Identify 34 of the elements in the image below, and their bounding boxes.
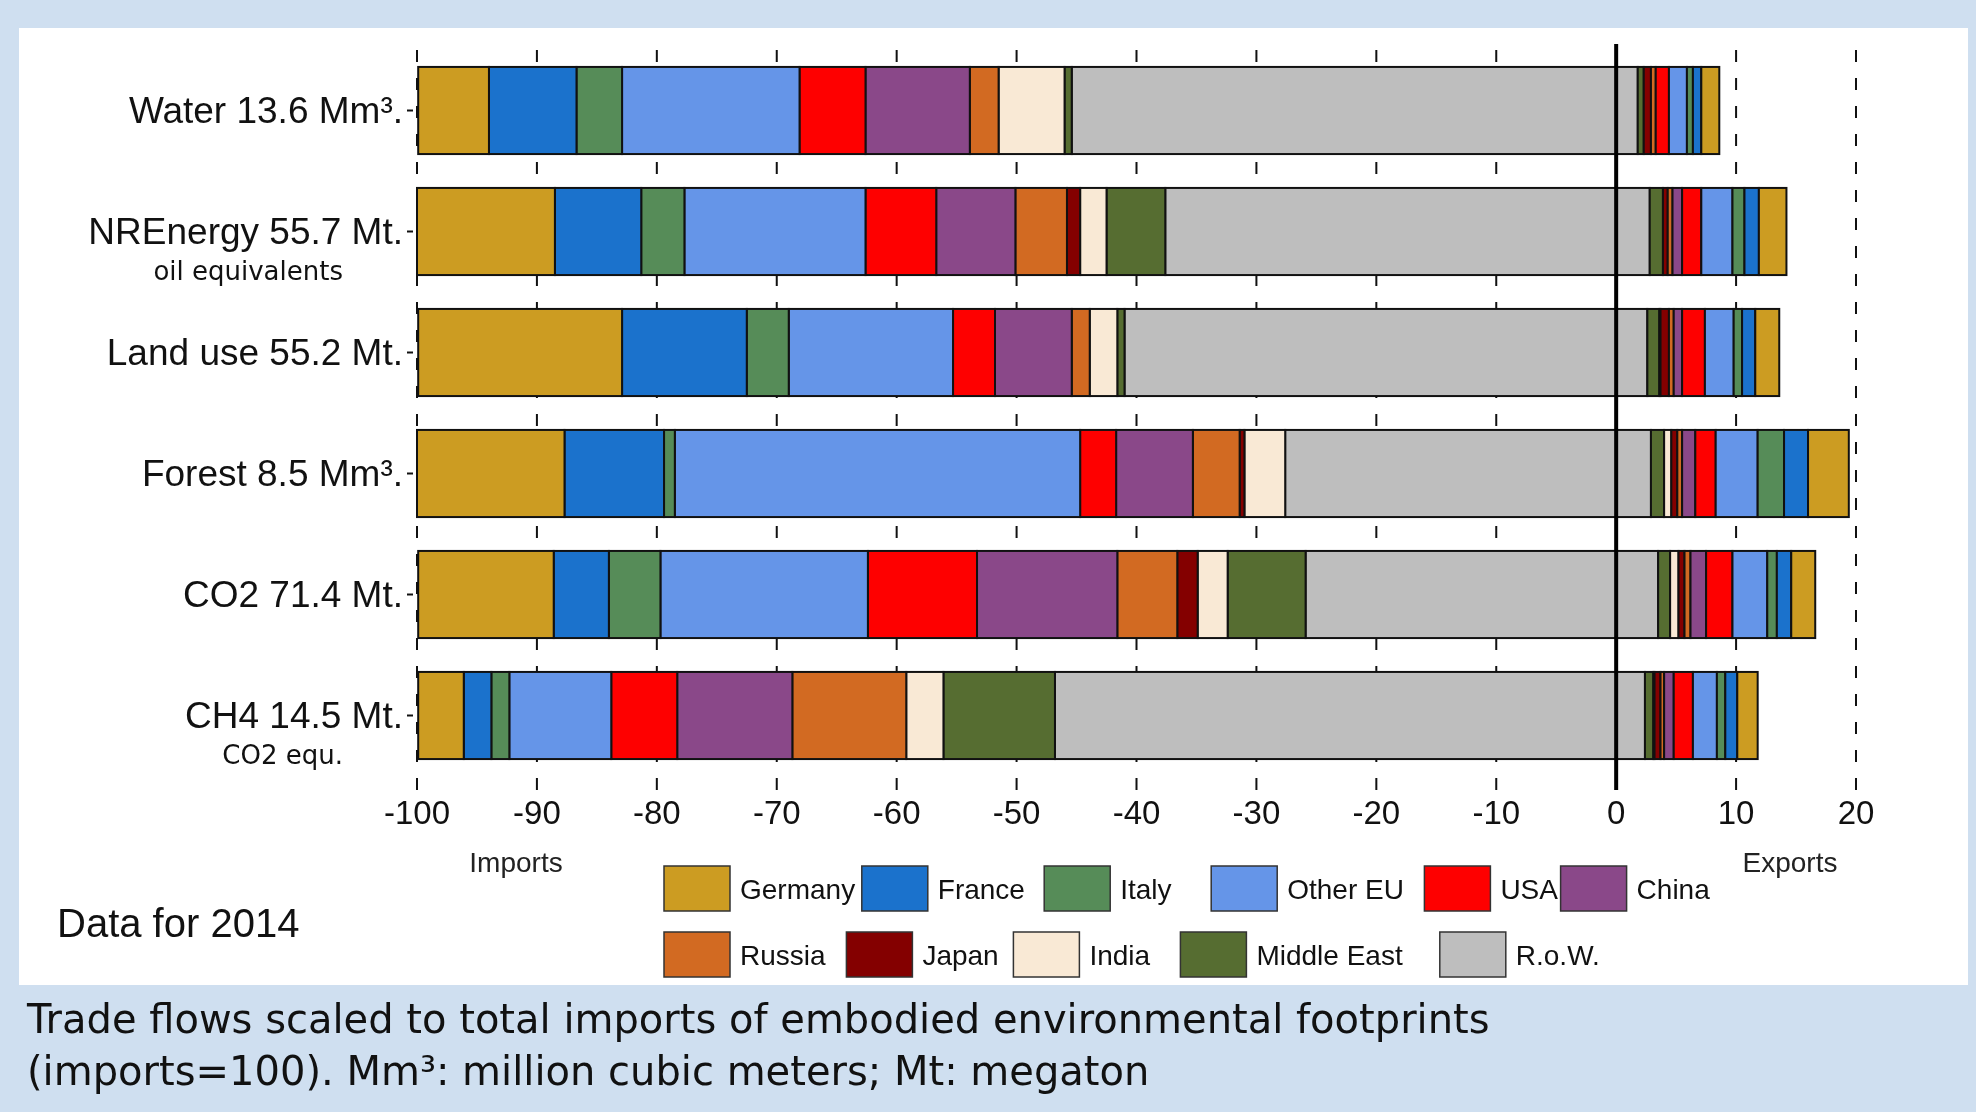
x-tick-label: 0: [1606, 794, 1626, 831]
legend-label: Russia: [740, 940, 827, 971]
x-tick-label: -90: [513, 794, 561, 831]
x-tick-label: 20: [1837, 794, 1875, 831]
text: Trade flows scaled to total imports of embodied environmental footprints (imports=100). Mm³: million cubic meters; Mt: megaton: [26, 996, 1490, 1094]
x-tick-label: -20: [1352, 794, 1401, 831]
y-tick-label: CO2 71.4 Mt.: [182, 573, 403, 615]
legend-label: R.o.W.: [1515, 940, 1600, 971]
x-tick-label: -70: [752, 794, 801, 831]
legend-label: Japan: [922, 940, 999, 971]
legend-label: India: [1089, 940, 1151, 971]
legend-label: Germany: [740, 874, 856, 905]
legend-label: Middle East: [1256, 940, 1403, 971]
x-tick-label: -40: [1112, 794, 1161, 831]
legend-label: Italy: [1120, 874, 1172, 905]
y-tick-label: CH4 14.5 Mt. CO2 equ.: [185, 694, 403, 770]
x-tick-label: -100: [383, 794, 451, 831]
legend-label: Other EU: [1287, 874, 1404, 905]
text: Imports: [469, 847, 563, 878]
text: Exports: [1742, 847, 1838, 878]
y-tick-label: Land use 55.2 Mt.: [106, 331, 403, 373]
x-tick-label: -30: [1232, 794, 1281, 831]
y-tick-label: Forest 8.5 Mm³.: [141, 452, 403, 494]
x-tick-label: -10: [1472, 794, 1521, 831]
x-tick-label: -50: [992, 794, 1041, 831]
x-tick-label: 10: [1717, 794, 1755, 831]
legend-label: France: [937, 874, 1025, 905]
text: Data for 2014: [57, 901, 300, 945]
y-tick-label: Water 13.6 Mm³.: [128, 89, 403, 131]
legend-label: China: [1636, 874, 1711, 905]
y-tick-label: NREnergy 55.7 Mt. oil equivalents: [88, 210, 403, 286]
legend-label: USA: [1500, 874, 1559, 905]
x-tick-label: -80: [632, 794, 681, 831]
x-tick-label: -60: [872, 794, 921, 831]
